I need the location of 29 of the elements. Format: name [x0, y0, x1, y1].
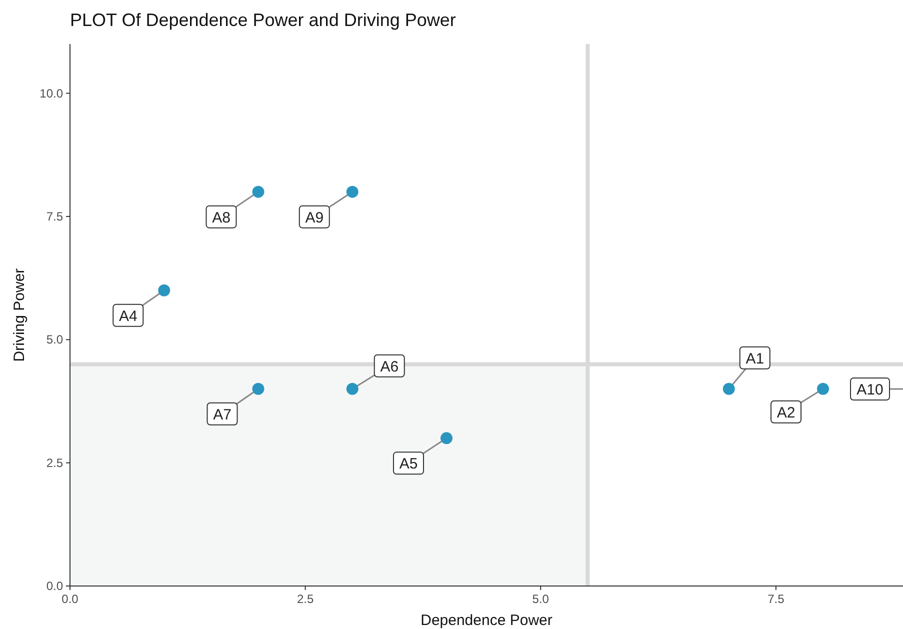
annotation: A4 — [118, 308, 138, 325]
point — [252, 186, 264, 198]
point — [816, 382, 829, 395]
x-tick-label: 2.5 — [296, 592, 314, 606]
x-tick-label: 0.0 — [62, 592, 79, 606]
annotation: A9 — [305, 209, 324, 226]
annotation: A6 — [380, 358, 399, 376]
point — [252, 382, 264, 395]
x-tick-label: 7.5 — [768, 592, 785, 606]
y-tick-label: 2.5 — [46, 456, 64, 470]
point — [722, 382, 735, 395]
annotation: A10 — [856, 382, 884, 398]
y-tick-label: 10.0 — [40, 86, 64, 100]
y-tick-label: 0.0 — [46, 579, 64, 593]
point — [346, 186, 358, 198]
y-tick-label: 7.5 — [46, 209, 64, 224]
point — [158, 284, 170, 296]
x-tick-label: 5.0 — [532, 592, 550, 606]
annotation: A5 — [399, 456, 418, 473]
y-tick-label: 5.0 — [46, 332, 64, 347]
annotation: A8 — [212, 209, 230, 226]
point — [346, 382, 358, 395]
y-axis-title: Driving Power — [11, 268, 28, 362]
annotation: A2 — [776, 404, 796, 422]
annotation: A7 — [213, 406, 232, 424]
chart-title: PLOT Of Dependence Power and Driving Power — [70, 10, 456, 30]
annotation: A1 — [746, 350, 764, 368]
point — [440, 432, 452, 444]
x-axis-title: Dependence Power — [420, 612, 552, 629]
